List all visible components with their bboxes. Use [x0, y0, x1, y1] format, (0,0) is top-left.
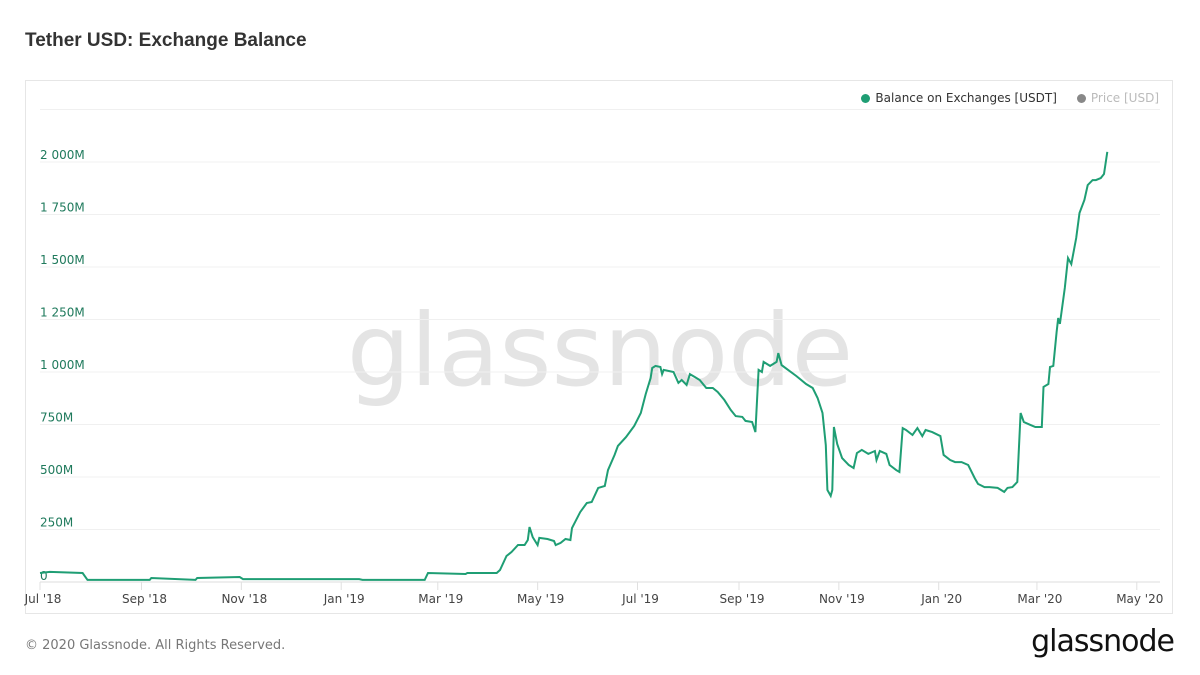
x-tick-label: May '20: [1116, 592, 1163, 606]
y-tick-label: 1 750M: [40, 201, 85, 215]
x-tick-label: Jan '20: [920, 592, 962, 606]
legend-label: Price [USD]: [1090, 91, 1159, 105]
y-tick-label: 750M: [40, 411, 73, 425]
brand-logo: glassnode: [1031, 624, 1175, 659]
y-tick-label: 0: [40, 569, 48, 583]
legend-item-balance[interactable]: Balance on Exchanges [USDT]: [861, 91, 1057, 105]
x-tick-label: Nov '19: [819, 592, 865, 606]
x-tick-label: Mar '19: [418, 592, 463, 606]
x-tick-label: Sep '18: [122, 592, 167, 606]
y-tick-label: 1 250M: [40, 306, 85, 320]
y-tick-label: 1 500M: [40, 253, 85, 267]
x-tick-label: Jul '19: [621, 592, 659, 606]
legend-item-price[interactable]: Price [USD]: [1076, 91, 1159, 105]
series-line-balance: [39, 151, 1109, 581]
legend: Balance on Exchanges [USDT] Price [USD]: [861, 91, 1159, 105]
y-tick-label: 250M: [40, 516, 73, 530]
y-tick-label: 500M: [40, 463, 73, 477]
legend-dot-icon: [861, 93, 871, 103]
copyright: © 2020 Glassnode. All Rights Reserved.: [25, 638, 286, 653]
x-tick-label: Jul '18: [24, 592, 62, 606]
page-title: Tether USD: Exchange Balance: [25, 30, 307, 51]
legend-label: Balance on Exchanges [USDT]: [875, 91, 1057, 105]
watermark: glassnode: [347, 292, 853, 409]
x-tick-label: Nov '18: [221, 592, 267, 606]
y-tick-label: 1 000M: [40, 358, 85, 372]
x-tick-label: Sep '19: [719, 592, 764, 606]
x-tick-label: Jan '19: [323, 592, 365, 606]
x-tick-label: May '19: [517, 592, 564, 606]
chart-frame: [25, 80, 1173, 614]
legend-dot-icon: [1076, 93, 1086, 103]
x-tick-label: Mar '20: [1017, 592, 1062, 606]
y-tick-label: 2 000M: [40, 148, 85, 162]
